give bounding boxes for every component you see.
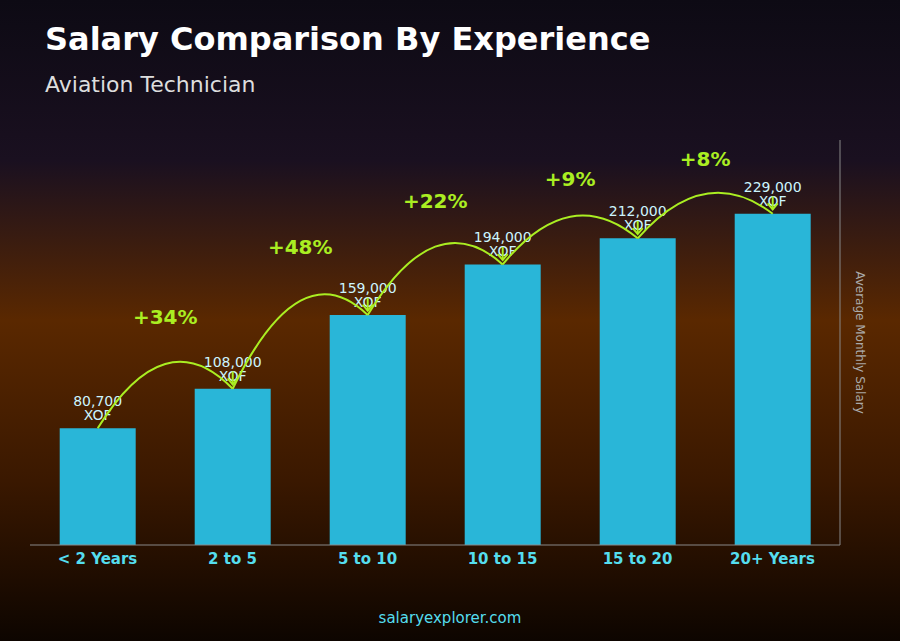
html-text:212,000: 212,000 bbox=[608, 203, 667, 220]
svg-text:80,700XOF: 80,700XOF bbox=[73, 393, 122, 423]
svg-text:20+ Years: 20+ Years bbox=[730, 550, 815, 568]
svg-text:+22%: +22% bbox=[403, 189, 468, 213]
html-text:Aviation Technician: Aviation Technician bbox=[45, 72, 256, 97]
html-text:159,000: 159,000 bbox=[338, 280, 397, 296]
html-text:Salary Comparison By Experienc: Salary Comparison By Experience bbox=[45, 20, 651, 58]
svg-text:108,000XOF: 108,000XOF bbox=[204, 354, 262, 384]
svg-text:< 2 Years: < 2 Years bbox=[58, 550, 138, 568]
svg-text:+9%: +9% bbox=[545, 167, 596, 191]
svg-text:15 to 20: 15 to 20 bbox=[603, 550, 673, 568]
svg-text:+8%: +8% bbox=[680, 147, 731, 171]
svg-text:5 to 10: 5 to 10 bbox=[338, 550, 397, 568]
svg-text:194,000XOF: 194,000XOF bbox=[474, 229, 532, 259]
html-text:XOF: XOF bbox=[353, 294, 382, 310]
svg-text:+34%: +34% bbox=[133, 305, 198, 329]
html-text:XOF: XOF bbox=[623, 217, 652, 234]
svg-text:229,000XOF: 229,000XOF bbox=[744, 179, 802, 209]
svg-text:Average Monthly Salary: Average Monthly Salary bbox=[853, 271, 867, 414]
svg-text:2 to 5: 2 to 5 bbox=[208, 550, 257, 568]
svg-text:+48%: +48% bbox=[268, 235, 333, 259]
html-text:salaryexplorer.com: salaryexplorer.com bbox=[378, 609, 522, 627]
svg-text:10 to 15: 10 to 15 bbox=[468, 550, 538, 568]
